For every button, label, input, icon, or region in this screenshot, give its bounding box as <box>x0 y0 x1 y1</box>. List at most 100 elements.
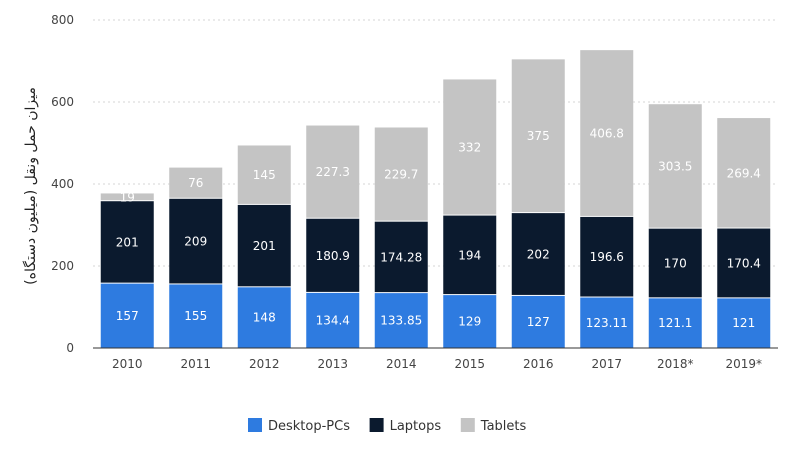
bar-segment-desktop-pcs <box>717 298 771 348</box>
y-tick-label: 800 <box>51 13 74 27</box>
y-axis-ticks: 0 200 400 600 800 <box>51 13 74 355</box>
x-tick-label: 2012 <box>249 357 280 371</box>
bar-stack: 129 194 332 <box>443 79 497 348</box>
bar-stack: 134.4 180.9 227.3 <box>306 125 360 348</box>
bar-segment-tablets <box>237 145 291 204</box>
data-label: 332 <box>458 141 481 155</box>
bar-segment-laptops <box>580 216 634 297</box>
bar-segment-laptops <box>648 228 702 298</box>
data-label: 269.4 <box>727 166 761 180</box>
bar-segment-laptops <box>100 201 154 283</box>
bar-segment-laptops <box>237 204 291 287</box>
x-tick-label: 2010 <box>112 357 143 371</box>
data-label: 202 <box>527 248 550 262</box>
data-label: 174.28 <box>380 250 422 264</box>
bar-segment-desktop-pcs <box>511 295 565 348</box>
legend-swatch <box>369 418 384 432</box>
legend: Desktop-PCs Laptops Tablets <box>248 418 527 434</box>
data-label: 123.11 <box>586 316 628 330</box>
bar-segment-tablets <box>443 79 497 215</box>
bar-stack: 155 209 76 <box>169 167 223 348</box>
y-tick-label: 200 <box>51 259 74 273</box>
bar-segment-desktop-pcs <box>374 293 428 348</box>
data-label: 155 <box>184 309 207 323</box>
bar-segment-tablets <box>100 193 154 201</box>
legend-item-laptops: Laptops <box>369 418 442 434</box>
data-label: 129 <box>458 315 481 329</box>
data-label: 127 <box>527 315 550 329</box>
bar-segment-desktop-pcs <box>237 287 291 348</box>
data-label: 229.7 <box>384 168 418 182</box>
data-label: 121.1 <box>658 316 692 330</box>
bar-stack: 121.1 170 303.5 <box>648 104 702 348</box>
x-tick-label: 2016 <box>523 357 554 371</box>
data-label: 375 <box>527 129 550 143</box>
y-axis-title: میزان حمل ونقل (میلیون دستگاه) <box>22 87 39 285</box>
x-tick-label: 2011 <box>180 357 211 371</box>
legend-item-desktop-pcs: Desktop-PCs <box>248 418 350 434</box>
bar-segment-desktop-pcs <box>443 295 497 348</box>
legend-swatch <box>248 418 262 432</box>
data-label: 157 <box>116 309 139 323</box>
bar-stack: 127 202 375 <box>511 59 565 348</box>
bar-segment-tablets <box>374 127 428 221</box>
bar-stack: 121 170.4 269.4 <box>717 118 771 348</box>
bar-stack: 123.11 196.6 406.8 <box>580 50 634 348</box>
data-label: 406.8 <box>590 127 624 141</box>
data-label: 194 <box>458 248 481 262</box>
y-tick-label: 600 <box>51 95 74 109</box>
bar-segment-laptops <box>374 221 428 293</box>
bars: 157 201 19 155 209 76 148 201 145 134.4 180.9 227.3… <box>100 50 771 348</box>
bar-segment-desktop-pcs <box>306 292 360 348</box>
data-label: 148 <box>253 311 276 325</box>
data-label: 19 <box>120 190 135 204</box>
data-label: 303.5 <box>658 159 692 173</box>
x-tick-label: 2019* <box>725 357 762 371</box>
data-label: 134.4 <box>316 313 350 327</box>
bar-segment-desktop-pcs <box>169 284 223 348</box>
bar-segment-desktop-pcs <box>580 297 634 348</box>
data-label: 227.3 <box>316 165 350 179</box>
bar-segment-laptops <box>169 198 223 284</box>
legend-label: Tablets <box>480 419 527 434</box>
x-tick-label: 2013 <box>317 357 348 371</box>
x-tick-label: 2017 <box>591 357 622 371</box>
data-label: 201 <box>116 235 139 249</box>
bar-segment-tablets <box>169 167 223 198</box>
data-label: 170.4 <box>727 256 761 270</box>
bar-segment-desktop-pcs <box>648 298 702 348</box>
bar-stack: 133.85 174.28 229.7 <box>374 127 428 348</box>
y-tick-label: 0 <box>66 341 74 355</box>
data-label: 180.9 <box>316 249 350 263</box>
bar-segment-laptops <box>717 228 771 298</box>
bar-segment-tablets <box>717 118 771 228</box>
data-label: 145 <box>253 168 276 182</box>
data-label: 201 <box>253 239 276 253</box>
legend-label: Desktop-PCs <box>268 419 350 434</box>
bar-segment-laptops <box>511 213 565 295</box>
data-label: 133.85 <box>380 314 422 328</box>
x-tick-label: 2014 <box>386 357 417 371</box>
bar-segment-tablets <box>306 125 360 218</box>
data-label: 121 <box>732 316 755 330</box>
data-label: 209 <box>184 235 207 249</box>
bar-segment-laptops <box>306 218 360 292</box>
x-axis-ticks: 2010 2011 2012 2013 2014 2015 2016 2017 2018* 201… <box>112 357 762 371</box>
bar-stack: 157 201 19 <box>100 190 154 348</box>
bar-segment-tablets <box>580 50 634 216</box>
legend-swatch <box>460 418 475 432</box>
bar-segment-desktop-pcs <box>100 283 154 348</box>
legend-item-tablets: Tablets <box>460 418 527 434</box>
y-tick-label: 400 <box>51 177 74 191</box>
bar-segment-tablets <box>511 59 565 213</box>
data-label: 76 <box>188 176 203 190</box>
data-label: 196.6 <box>590 250 624 264</box>
x-tick-label: 2015 <box>454 357 485 371</box>
bar-segment-laptops <box>443 215 497 295</box>
legend-label: Laptops <box>390 419 442 434</box>
x-tick-label: 2018* <box>657 357 694 371</box>
bar-stack: 148 201 145 <box>237 145 291 348</box>
bar-segment-tablets <box>648 104 702 228</box>
